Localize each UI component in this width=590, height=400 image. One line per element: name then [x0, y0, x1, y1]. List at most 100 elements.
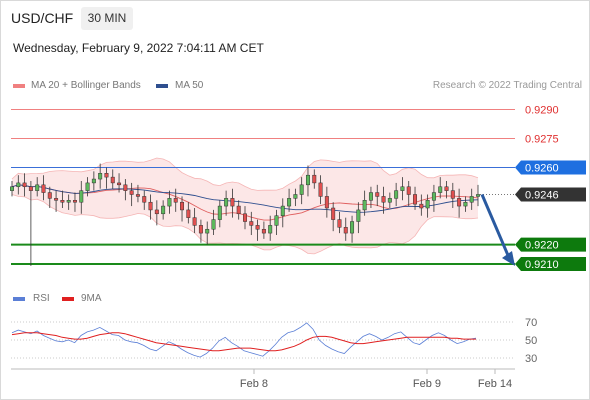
candle-body	[186, 209, 191, 218]
x-label-Feb 8: Feb 8	[240, 378, 268, 390]
candle	[457, 188, 462, 218]
candle-body	[362, 200, 367, 211]
level-label-0.9220: 0.9220	[525, 240, 559, 252]
candle	[274, 209, 279, 236]
level-badge-0.9246	[515, 187, 586, 202]
candle-body	[274, 215, 279, 226]
candle	[368, 186, 373, 209]
candle-body	[444, 186, 449, 191]
level-label-0.9290: 0.9290	[525, 105, 559, 117]
candle-body	[476, 194, 480, 197]
candle-body	[72, 200, 77, 203]
candle	[35, 177, 40, 197]
candle	[469, 188, 474, 210]
candle	[198, 219, 203, 243]
candle	[337, 211, 342, 234]
candle-body	[261, 228, 266, 234]
candle	[123, 179, 128, 201]
candle-body	[47, 192, 52, 199]
candle	[261, 221, 266, 239]
candle	[224, 190, 229, 216]
candle-body	[85, 182, 90, 191]
candle-body	[28, 186, 33, 191]
candle	[476, 184, 480, 207]
candle-body	[129, 190, 134, 195]
candle	[16, 175, 21, 195]
candle-body	[110, 176, 115, 184]
ma50-legend-swatch	[156, 84, 168, 88]
candle-body	[173, 198, 178, 203]
research-credit: Research © 2022 Trading Central	[432, 80, 582, 91]
candle-body	[54, 198, 59, 201]
candle	[10, 180, 14, 197]
candle	[394, 182, 399, 207]
candle	[22, 173, 27, 197]
candle-body	[268, 225, 273, 234]
candle	[280, 198, 285, 228]
candle-body	[463, 201, 468, 207]
candle	[413, 186, 418, 210]
rsi-series-rsi	[11, 322, 477, 358]
candle-body	[287, 198, 292, 207]
candle-body	[10, 186, 14, 191]
x-label-Feb 14: Feb 14	[478, 378, 512, 390]
candle	[54, 190, 59, 212]
candle-body	[438, 186, 443, 193]
candle	[186, 202, 191, 224]
forecast-arrow-head	[502, 250, 515, 266]
pair-title: USD/CHF	[11, 10, 74, 26]
candle	[154, 200, 159, 226]
candle-body	[400, 186, 405, 191]
candle	[110, 169, 115, 189]
candle	[268, 215, 273, 241]
candle	[161, 200, 166, 220]
candle-body	[318, 182, 323, 197]
rsi-ma-legend-label: 9MA	[81, 293, 102, 304]
candle-body	[387, 198, 392, 203]
candle	[425, 194, 430, 218]
candle-body	[211, 219, 216, 230]
candle-body	[16, 182, 21, 188]
candle-body	[293, 194, 298, 199]
candle-body	[66, 200, 71, 203]
candle-body	[161, 205, 166, 215]
candle-body	[205, 228, 210, 234]
candle-body	[413, 194, 418, 205]
candle	[305, 165, 310, 197]
candle-body	[79, 190, 84, 203]
candle-body	[350, 221, 355, 234]
candle	[255, 219, 260, 241]
candle	[91, 171, 96, 191]
candle	[318, 175, 323, 205]
rsi-legend-label: RSI	[33, 293, 50, 304]
candle-body	[135, 194, 140, 197]
timeframe-badge[interactable]: 30 MIN	[81, 7, 133, 30]
candle	[387, 192, 392, 209]
level-label-0.9210: 0.9210	[525, 259, 559, 271]
candle	[217, 200, 222, 228]
candle-body	[394, 190, 399, 199]
candle	[236, 200, 241, 220]
candle	[400, 177, 405, 201]
candle	[293, 188, 298, 207]
candle	[444, 180, 449, 199]
rsi-tick-50: 50	[525, 335, 537, 347]
level-badge-0.9260	[515, 160, 586, 175]
candle	[117, 173, 122, 193]
candle	[72, 192, 77, 212]
candle	[419, 194, 424, 216]
candle-body	[280, 205, 285, 216]
candle	[450, 182, 455, 209]
candle-body	[324, 196, 329, 209]
forecast-arrow-shaft	[480, 193, 512, 261]
candle	[129, 182, 134, 207]
x-label-Feb 9: Feb 9	[413, 378, 441, 390]
candle	[431, 184, 436, 212]
candle-body	[123, 184, 128, 191]
candle-body	[305, 174, 310, 186]
candle	[230, 188, 235, 218]
candle-body	[198, 225, 203, 234]
candle-body	[337, 219, 342, 228]
candle-body	[104, 173, 109, 178]
